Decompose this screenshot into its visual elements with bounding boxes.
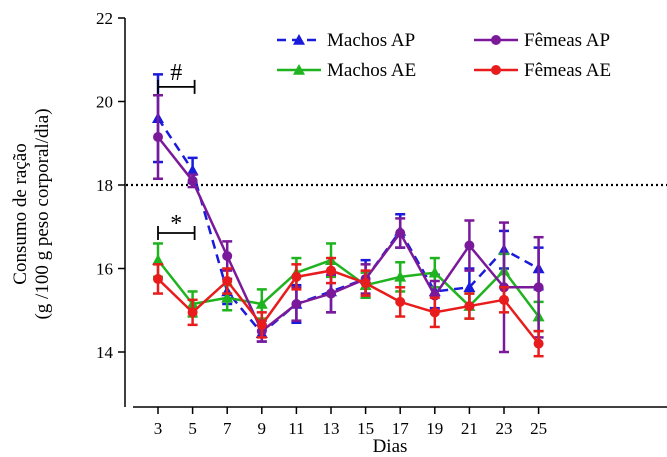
legend-label: Fêmeas AE (524, 60, 611, 81)
data-point-circle (533, 282, 544, 293)
data-point-triangle (255, 297, 268, 309)
data-point-triangle (428, 266, 441, 278)
data-point-circle (395, 228, 406, 239)
y-tick-label: 18 (96, 176, 113, 195)
data-point-circle (326, 265, 336, 276)
x-axis-ticks: 3 5 7 9 11 13 15 17 19 21 23 25 (154, 407, 547, 438)
data-point-circle (291, 271, 302, 282)
x-tick-label: 23 (496, 419, 513, 438)
x-tick-label: 25 (530, 419, 547, 438)
series-fêmeas-ae (153, 256, 544, 358)
data-point-circle (464, 301, 475, 312)
y-tick-label: 16 (96, 260, 113, 279)
x-axis-title: Dias (373, 436, 408, 457)
y-tick-label: 14 (96, 343, 114, 362)
y-axis-title-group: Consumo de ração (g /100 g peso corporal… (10, 108, 53, 319)
data-point-triangle (221, 291, 234, 303)
data-point-circle (256, 319, 267, 330)
data-point-circle (187, 175, 198, 186)
data-point-circle (291, 298, 302, 309)
y-tick-label: 20 (96, 93, 113, 112)
legend: Machos AP Machos AE Fêmeas AP Fêmeas AE (277, 30, 611, 81)
x-tick-label: 21 (461, 419, 478, 438)
data-point-circle (491, 65, 501, 75)
annotation-symbol: * (170, 211, 182, 237)
data-point-circle (533, 338, 544, 349)
data-point-circle (464, 240, 475, 251)
data-point-triangle (293, 64, 305, 75)
data-point-triangle (152, 254, 164, 265)
y-axis-title-line-2: (g /100 g peso corporal/dia) (32, 108, 53, 319)
data-point-circle (153, 131, 163, 142)
data-point-circle (499, 294, 509, 305)
series-layer (152, 73, 545, 358)
data-point-circle (326, 288, 336, 299)
x-tick-label: 9 (258, 419, 267, 438)
x-tick-label: 5 (188, 419, 197, 438)
series-fêmeas-ap (153, 93, 544, 354)
data-point-circle (360, 278, 371, 289)
y-axis-ticks: 14 16 18 20 22 (96, 9, 125, 362)
y-tick-label: 22 (96, 9, 113, 28)
legend-label: Fêmeas AP (524, 30, 610, 51)
x-tick-label: 11 (288, 419, 304, 438)
x-tick-label: 15 (357, 419, 374, 438)
series-line (157, 136, 539, 334)
x-tick-label: 19 (426, 419, 443, 438)
legend-label: Machos AE (327, 60, 416, 81)
data-point-circle (222, 250, 233, 261)
data-point-circle (222, 276, 233, 287)
series-line (156, 117, 540, 335)
annotation-symbol: # (170, 60, 182, 86)
x-tick-label: 13 (323, 419, 340, 438)
data-point-circle (429, 307, 440, 318)
data-point-triangle (394, 270, 407, 282)
data-point-triangle (186, 164, 199, 176)
data-point-circle (395, 296, 406, 307)
data-point-triangle (293, 34, 305, 45)
data-point-circle (491, 35, 501, 45)
legend-label: Machos AP (327, 30, 415, 51)
x-tick-label: 7 (223, 419, 232, 438)
y-axis-title-line-1: Consumo de ração (10, 143, 31, 284)
data-point-circle (187, 307, 198, 318)
x-tick-label: 3 (154, 419, 163, 438)
x-tick-label: 17 (392, 419, 410, 438)
series-line (157, 258, 540, 318)
data-point-circle (153, 273, 163, 284)
series-line (157, 269, 540, 345)
data-point-triangle (463, 281, 476, 293)
annotations-layer: #* (157, 60, 196, 241)
